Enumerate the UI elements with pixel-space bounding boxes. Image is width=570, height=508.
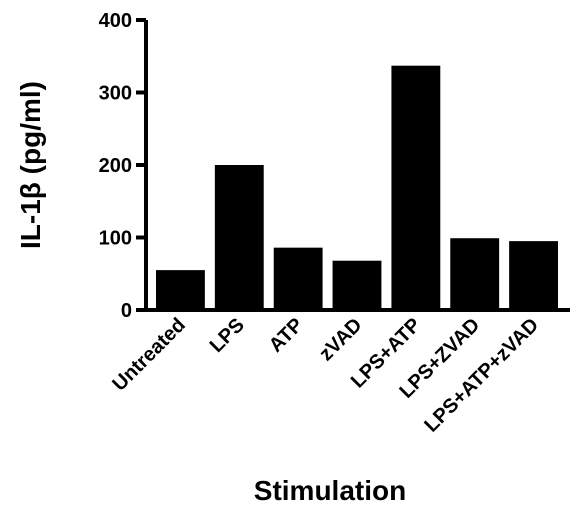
bars-group <box>156 65 558 310</box>
y-tick-label: 100 <box>99 228 132 250</box>
x-category-label: LPS+ATP+zVAD <box>420 314 543 437</box>
x-axis-title: Stimulation <box>254 475 406 506</box>
y-tick-label: 200 <box>99 155 132 177</box>
y-tick-label: 300 <box>99 83 132 105</box>
bar-lps <box>214 165 264 310</box>
y-tick-label: 400 <box>99 10 132 32</box>
bar-untreated <box>156 270 205 310</box>
x-category-label: zVAD <box>315 314 366 365</box>
x-category-label: Untreated <box>108 314 190 396</box>
x-category-label: LPS <box>206 314 249 357</box>
x-labels-group: Untreated LPS ATP zVADLPS+ATPLPS+ZVADLPS+AT… <box>108 314 543 437</box>
bar-atp <box>273 247 323 310</box>
x-category-label: ATP <box>265 314 308 357</box>
bar-lps-atp <box>391 65 441 310</box>
bar-lps-zvad <box>450 238 500 310</box>
bar-lps-atp-zvad <box>509 241 558 310</box>
y-axis-title: IL-1β (pg/ml) <box>15 81 46 249</box>
bar-zvad <box>332 260 382 310</box>
y-ticks-group: 0 100 200 300 400 <box>99 10 146 322</box>
y-tick-label: 0 <box>121 300 132 322</box>
